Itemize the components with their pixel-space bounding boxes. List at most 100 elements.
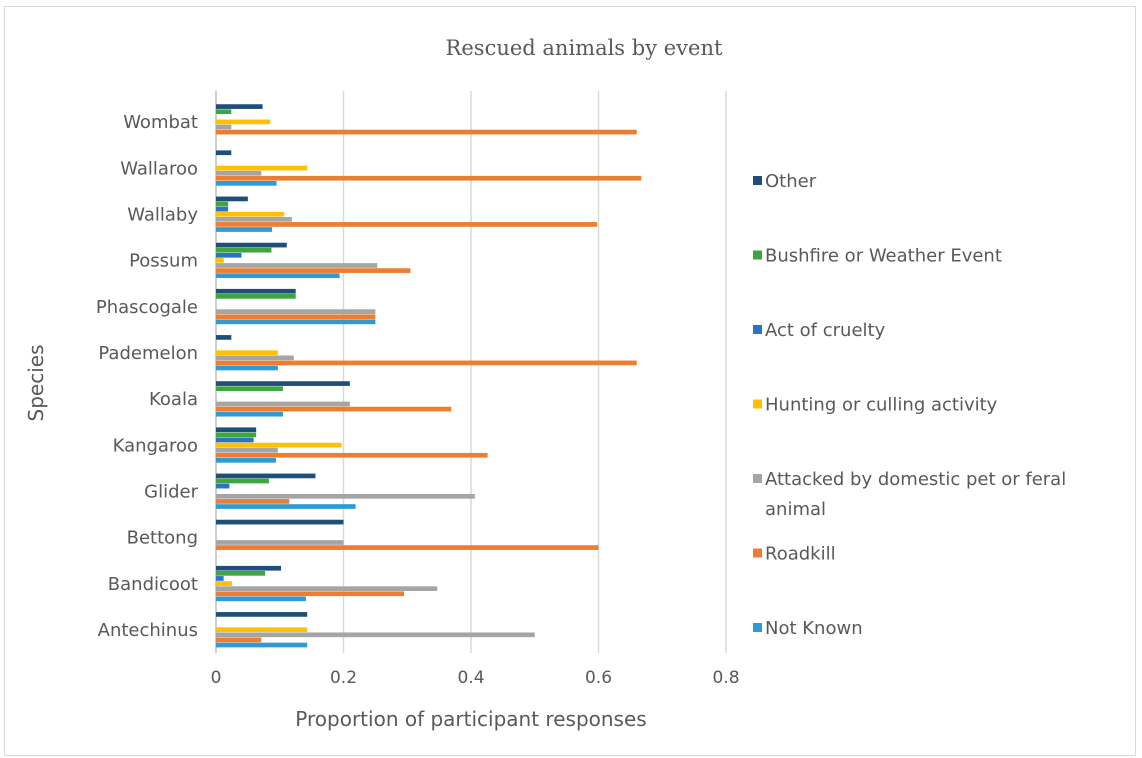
bar	[216, 263, 378, 268]
category-label: Bettong	[127, 528, 198, 549]
x-tick-label: 0.8	[712, 668, 739, 688]
bar	[216, 201, 229, 207]
legend-item: Attacked by domestic pet or feral animal	[753, 469, 1066, 520]
bar	[216, 540, 344, 545]
legend-swatch	[753, 399, 762, 409]
bar	[216, 150, 232, 156]
legend: Other Bushfire or Weather Event Act of cru…	[753, 171, 1066, 639]
bar	[216, 247, 272, 253]
bar	[216, 175, 642, 181]
bar	[216, 447, 278, 453]
bar	[216, 411, 283, 417]
bar	[216, 452, 488, 458]
category-label: Kangaroo	[113, 435, 198, 456]
category-label: Antechinus	[98, 620, 198, 641]
bar	[216, 596, 306, 602]
x-tick-label: 0.4	[457, 668, 484, 688]
bar	[216, 581, 232, 586]
category-label: Glider	[144, 481, 198, 502]
chart-frame: Rescued animals by event Antechinus Bandi…	[4, 6, 1136, 756]
legend-swatch	[753, 623, 762, 632]
bar	[216, 196, 248, 202]
bar	[216, 273, 340, 279]
x-tick-labels: 0 0.2 0.4 0.6 0.8	[211, 668, 740, 688]
bars	[216, 104, 642, 648]
bar	[216, 109, 232, 115]
category-label: Wallaby	[127, 204, 198, 225]
bar	[216, 258, 224, 263]
bar	[216, 242, 287, 248]
category-label: Wallaroo	[120, 158, 198, 179]
bar	[216, 612, 308, 617]
x-axis-title: Proportion of participant responses	[295, 707, 646, 731]
bar	[216, 586, 438, 591]
category-label: Pademelon	[98, 343, 198, 364]
bar	[216, 637, 262, 643]
legend-label: Bushfire or Weather Event	[765, 246, 1002, 267]
bar	[216, 211, 285, 217]
category-labels: Antechinus Bandicoot Bettong Glider Kangaroo…	[96, 112, 199, 641]
bar	[216, 381, 350, 386]
bar	[216, 591, 405, 597]
bar	[216, 335, 232, 340]
bar	[216, 499, 290, 504]
chart-title: Rescued animals by event	[446, 36, 723, 60]
bar	[216, 119, 271, 125]
bar	[216, 288, 296, 294]
legend-label: Roadkill	[765, 544, 836, 565]
legend-label: Attacked by domestic pet or feral animal	[765, 469, 1066, 520]
bar	[216, 473, 316, 479]
bar	[216, 483, 230, 489]
category-label: Possum	[129, 251, 198, 272]
bar	[216, 314, 376, 320]
legend-swatch	[753, 325, 762, 334]
bar	[216, 268, 411, 273]
bar	[216, 206, 229, 212]
x-tick-label: 0.6	[585, 668, 612, 688]
legend-item: Bushfire or Weather Event	[753, 246, 1002, 267]
legend-swatch	[753, 548, 762, 558]
bar	[216, 571, 266, 576]
legend-swatch	[753, 176, 762, 185]
bar	[216, 504, 356, 509]
bar	[216, 401, 350, 407]
bar	[216, 478, 269, 484]
bar	[216, 170, 262, 176]
bar	[216, 309, 376, 314]
bar	[216, 124, 232, 130]
bar	[216, 365, 278, 371]
bar-chart: Rescued animals by event Antechinus Bandi…	[24, 36, 1066, 731]
bar	[216, 104, 263, 109]
x-tick-label: 0	[211, 668, 222, 688]
x-tick-label: 0.2	[330, 668, 357, 688]
y-axis-title: Species	[24, 345, 48, 422]
legend-item: Other	[753, 171, 817, 192]
category-label: Phascogale	[96, 297, 198, 318]
legend-item: Act of cruelty	[753, 320, 886, 341]
bar	[216, 493, 475, 499]
bar	[216, 129, 637, 135]
bar	[216, 406, 452, 412]
bar	[216, 437, 254, 443]
bar	[216, 576, 224, 581]
legend-swatch	[753, 474, 762, 483]
bar	[216, 458, 276, 463]
legend-label: Hunting or culling activity	[765, 395, 998, 416]
bar	[216, 632, 535, 638]
category-label: Wombat	[123, 112, 198, 133]
bar	[216, 319, 376, 325]
bar	[216, 565, 282, 571]
legend-swatch	[753, 250, 762, 260]
bar	[216, 432, 257, 438]
legend-item: Hunting or culling activity	[753, 395, 998, 416]
bar	[216, 181, 277, 186]
bar	[216, 360, 637, 366]
gridlines	[215, 91, 727, 653]
bar	[216, 519, 344, 525]
bar	[216, 252, 242, 258]
bar	[216, 355, 294, 361]
legend-label: Other	[765, 171, 817, 192]
legend-label: Not Known	[765, 618, 863, 639]
bar	[216, 216, 292, 222]
bar	[216, 642, 308, 648]
